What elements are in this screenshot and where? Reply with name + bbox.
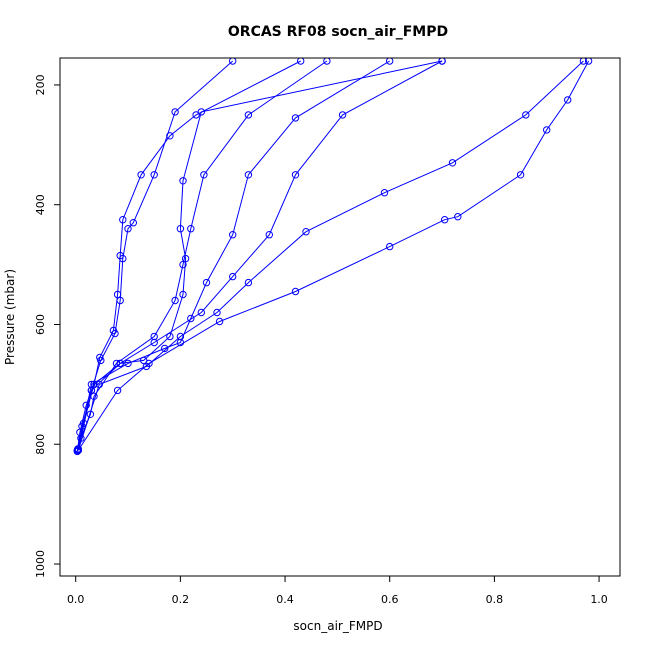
y-axis-label: Pressure (mbar) <box>3 269 17 365</box>
data-point <box>200 171 208 179</box>
data-point <box>265 231 273 239</box>
data-point <box>386 242 394 251</box>
y-tick-label: 800 <box>34 434 47 455</box>
data-point <box>124 359 132 368</box>
data-point <box>187 314 195 323</box>
y-axis: 200 400 600 800 1000 <box>34 74 60 578</box>
series-line <box>77 60 584 451</box>
series-line <box>77 60 443 450</box>
series-6 <box>74 58 446 454</box>
data-point <box>109 326 118 335</box>
data-point <box>176 225 185 233</box>
series-layer <box>73 58 593 456</box>
data-point <box>116 251 124 260</box>
data-point <box>197 308 206 317</box>
y-tick-label: 600 <box>34 314 47 335</box>
data-point <box>291 287 300 296</box>
data-point <box>113 386 122 395</box>
x-tick-label: 0.8 <box>486 593 504 606</box>
x-tick-label: 1.0 <box>590 593 608 606</box>
data-point <box>213 308 221 317</box>
x-tick-label: 0.2 <box>172 593 190 606</box>
data-point <box>338 111 347 119</box>
data-point <box>166 132 174 140</box>
data-point <box>129 219 138 227</box>
data-point <box>197 108 206 116</box>
data-point <box>441 216 449 224</box>
series-line <box>77 60 590 451</box>
data-point <box>161 344 169 353</box>
data-point <box>179 260 187 269</box>
data-point <box>302 228 310 236</box>
series-line <box>76 60 234 452</box>
data-point <box>97 356 105 365</box>
data-point <box>119 216 127 224</box>
data-point <box>244 111 253 119</box>
data-point <box>95 380 104 389</box>
data-point <box>438 58 446 65</box>
data-point <box>522 111 530 119</box>
series-3 <box>74 58 305 453</box>
series-8 <box>74 58 593 454</box>
data-point <box>171 108 179 116</box>
y-tick-label: 400 <box>34 194 47 215</box>
data-point <box>179 290 187 299</box>
data-point <box>291 171 300 179</box>
data-point <box>516 171 525 179</box>
data-point <box>543 126 551 134</box>
y-tick-label: 200 <box>34 74 47 95</box>
series-1 <box>73 58 331 454</box>
series-4 <box>74 58 446 453</box>
x-tick-label: 0.0 <box>67 593 85 606</box>
data-point <box>380 189 389 197</box>
data-point <box>145 359 153 368</box>
data-point <box>229 231 237 239</box>
plot-frame <box>59 57 621 577</box>
data-point <box>215 317 224 326</box>
x-tick-label: 0.4 <box>276 593 294 606</box>
x-tick-label: 0.6 <box>381 593 399 606</box>
data-point <box>96 353 104 362</box>
data-point <box>244 278 253 287</box>
data-point <box>150 171 158 179</box>
data-point <box>166 332 174 341</box>
data-point <box>124 225 132 233</box>
data-point <box>564 96 572 104</box>
data-point <box>150 338 158 347</box>
series-7 <box>74 58 588 454</box>
data-point <box>171 296 179 305</box>
data-point <box>229 58 237 65</box>
data-point <box>74 446 83 454</box>
data-point <box>116 359 124 368</box>
series-line <box>77 60 301 450</box>
data-point <box>229 272 237 281</box>
data-point <box>202 278 211 287</box>
data-point <box>137 171 145 179</box>
data-point <box>176 332 185 341</box>
data-point <box>448 159 457 167</box>
data-point <box>291 114 300 122</box>
data-point <box>187 225 195 233</box>
data-point <box>579 58 588 65</box>
data-point <box>87 386 96 395</box>
series-2 <box>73 58 237 456</box>
data-point <box>323 58 331 65</box>
x-axis: 0.0 0.2 0.4 0.6 0.8 1.0 <box>67 576 608 606</box>
data-point <box>179 177 187 185</box>
data-point <box>386 58 394 65</box>
x-axis-label: socn_air_FMPD <box>293 619 382 633</box>
data-point <box>181 254 190 263</box>
series-5 <box>74 58 394 454</box>
chart-title: ORCAS RF08 socn_air_FMPD <box>228 24 448 40</box>
series-line <box>77 60 390 451</box>
data-point <box>584 58 593 65</box>
data-point <box>454 213 462 221</box>
series-line <box>77 60 443 451</box>
data-point <box>297 58 305 65</box>
data-point <box>244 171 253 179</box>
y-tick-label: 1000 <box>34 550 47 578</box>
data-point <box>113 290 122 299</box>
